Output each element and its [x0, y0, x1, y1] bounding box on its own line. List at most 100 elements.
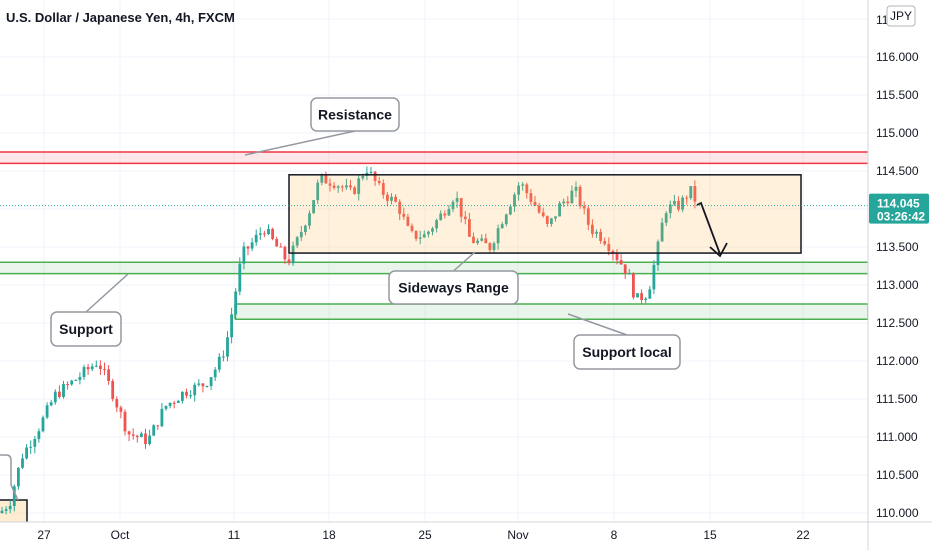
candle: [673, 194, 676, 207]
candle-body: [99, 365, 102, 370]
candle: [418, 230, 422, 245]
candle-body: [164, 405, 168, 409]
candle-body: [189, 395, 192, 397]
candle: [17, 467, 20, 490]
candle: [29, 440, 33, 455]
callout-sideways-range: Sideways Range: [388, 251, 519, 305]
candle: [119, 405, 123, 419]
candle: [373, 170, 377, 186]
candle-body: [328, 183, 332, 186]
candle: [62, 380, 65, 399]
candle-body: [668, 204, 672, 214]
candle: [226, 331, 229, 362]
candle-body: [468, 219, 471, 237]
y-tick-label: 112.500: [876, 316, 919, 330]
candle: [258, 227, 262, 240]
candle: [135, 434, 139, 443]
candle-body: [607, 244, 611, 251]
candle-body: [390, 196, 393, 201]
callout-support-local: Support local: [567, 313, 681, 370]
y-tick-label: 114.500: [876, 164, 919, 178]
callout-sideways-range-box: [388, 270, 519, 305]
callout-support-local-box: [573, 334, 681, 370]
candle: [431, 226, 434, 236]
candle: [58, 385, 61, 399]
candle-body: [25, 447, 28, 459]
candle: [521, 181, 525, 191]
candle-body: [353, 187, 356, 194]
candle-body: [398, 201, 402, 214]
candle-body: [586, 208, 590, 225]
candle-body: [0, 510, 4, 513]
candle-body: [517, 185, 520, 195]
forecast-arrow: [696, 201, 721, 255]
candle: [381, 179, 385, 199]
callout-sideways-range-pointer: [453, 251, 476, 272]
x-tick-label: 27: [37, 528, 51, 542]
candle-body: [78, 377, 82, 380]
candle: [632, 272, 635, 300]
candle: [652, 260, 656, 295]
candle-body: [111, 381, 115, 400]
candle: [509, 204, 512, 216]
y-tick-label: 110.500: [876, 468, 919, 482]
candle-body: [226, 337, 229, 357]
time-axis-bg: [0, 522, 932, 550]
candle-body: [685, 197, 689, 199]
price-axis-bg: [868, 0, 932, 550]
candle-body: [234, 291, 238, 315]
candle-body: [554, 216, 557, 219]
candles: [0, 166, 697, 515]
candle: [472, 232, 475, 244]
candle-body: [472, 236, 475, 244]
candle-body: [107, 369, 110, 382]
candle: [8, 499, 12, 514]
candle: [386, 192, 389, 207]
y-tick-label: 113.000: [876, 278, 919, 292]
candle-body: [275, 238, 279, 247]
candle: [468, 212, 471, 237]
candle: [550, 217, 553, 227]
candle: [263, 230, 266, 238]
candle-body: [336, 186, 340, 188]
candle: [443, 210, 447, 219]
candle: [70, 379, 74, 386]
candle: [484, 233, 488, 244]
callout-support-local-pointer: [567, 313, 628, 336]
candle: [398, 199, 402, 221]
candle-body: [693, 186, 697, 202]
candle: [90, 363, 94, 372]
candle: [410, 223, 414, 233]
candle-body: [135, 435, 139, 438]
callout-partial: [0, 454, 12, 485]
candle: [312, 199, 315, 214]
currency-badge-label: JPY: [890, 9, 912, 23]
candle-body: [435, 220, 438, 229]
candle-body: [12, 486, 16, 506]
candle-body: [66, 384, 69, 386]
candle: [217, 353, 221, 373]
range-layer: [0, 174, 868, 258]
candle: [86, 364, 90, 375]
currency-badge[interactable]: JPY: [886, 5, 916, 27]
candle: [111, 378, 115, 402]
candle: [627, 268, 631, 275]
candle: [45, 402, 49, 420]
candle-body: [33, 438, 37, 447]
last-price-value: 114.045: [877, 197, 920, 211]
candle-body: [521, 184, 525, 186]
y-tick-label: 113.500: [876, 240, 919, 254]
candle-body: [381, 183, 385, 195]
candle-body: [410, 225, 414, 231]
candle: [209, 377, 213, 391]
candle-body: [193, 384, 197, 396]
x-tick-label: 22: [796, 528, 810, 542]
candle: [582, 201, 586, 215]
candle: [357, 174, 361, 201]
candle-body: [463, 216, 467, 220]
candle-body: [673, 200, 676, 205]
candle: [513, 192, 516, 213]
candle: [205, 385, 209, 388]
candle-body: [340, 186, 344, 188]
